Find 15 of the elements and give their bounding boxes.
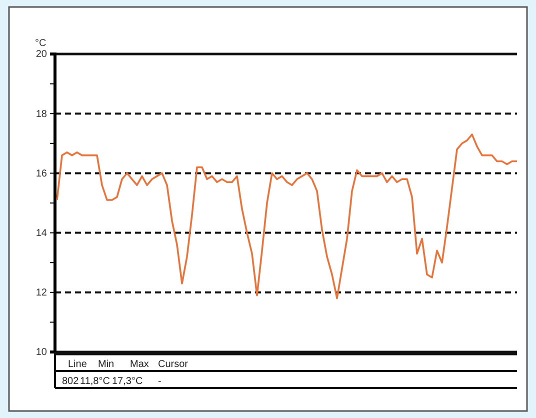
- y-axis-title: °C: [35, 38, 46, 49]
- text: 802: [62, 376, 80, 387]
- y-tick-label: 14: [36, 228, 48, 239]
- y-tick-label: 18: [36, 108, 48, 120]
- text: Line: [68, 359, 88, 370]
- y-tick-label: 12: [36, 288, 48, 299]
- text: Cursor: [158, 359, 189, 370]
- text: Min: [98, 359, 114, 370]
- text: -: [158, 376, 162, 387]
- text: 11,8°C: [80, 376, 110, 387]
- text: Max: [130, 359, 149, 370]
- y-tick-label: 20: [36, 49, 48, 60]
- y-tick-label: 10: [36, 347, 48, 358]
- y-tick-label: 16: [36, 168, 48, 180]
- text: 17,3°C: [112, 376, 143, 387]
